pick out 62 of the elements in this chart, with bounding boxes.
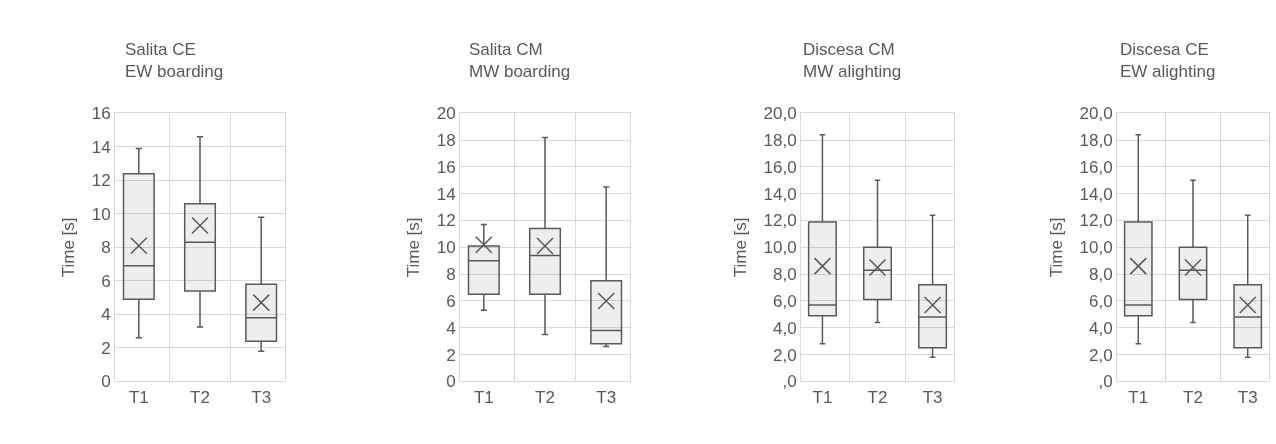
y-tick-label: 12 (91, 171, 111, 191)
chart-title: Discesa CE EW alighting (1120, 40, 1216, 82)
y-tick-label: 14 (91, 137, 111, 157)
y-tick-label: 10 (436, 238, 456, 258)
y-axis-title: Time [s] (59, 217, 79, 278)
y-tick-label: 4 (446, 318, 456, 338)
chart-title: Discesa CM MW alighting (803, 40, 902, 82)
y-tick-label: 16 (91, 104, 111, 124)
y-tick-label: ,0 (1098, 372, 1113, 392)
y-tick-label: 4 (101, 305, 111, 325)
x-tick-label: T3 (251, 387, 272, 407)
y-tick-label: 8 (101, 238, 111, 258)
y-tick-label: 10,0 (1079, 238, 1113, 258)
x-tick-label: T3 (596, 387, 617, 407)
y-tick-label: 2,0 (772, 345, 797, 365)
x-tick-label: T1 (473, 387, 494, 407)
x-tick-label: T3 (1237, 387, 1258, 407)
x-tick-label: T2 (535, 387, 555, 407)
y-tick-label: 14,0 (1079, 184, 1113, 204)
y-tick-label: 14 (436, 184, 456, 204)
y-tick-label: 2 (101, 338, 111, 358)
x-tick-label: T2 (1183, 387, 1203, 407)
y-tick-label: ,0 (782, 372, 797, 392)
y-axis-title: Time [s] (404, 217, 424, 278)
y-tick-label: 12,0 (763, 211, 797, 231)
x-tick-label: T2 (190, 387, 210, 407)
y-tick-label: 4,0 (772, 318, 797, 338)
chart-title: Salita CM MW boarding (469, 40, 571, 82)
y-tick-label: 14,0 (763, 184, 797, 204)
y-tick-label: 16,0 (1079, 157, 1113, 177)
y-tick-label: 12 (436, 211, 456, 231)
y-tick-label: 0 (446, 372, 456, 392)
y-tick-label: 18 (436, 131, 456, 151)
x-tick-label: T1 (128, 387, 149, 407)
y-tick-label: 6 (446, 291, 456, 311)
y-axis-title: Time [s] (731, 217, 751, 278)
y-tick-label: 8,0 (1088, 265, 1113, 285)
y-tick-label: 2 (446, 345, 456, 365)
y-tick-label: 20,0 (1079, 104, 1113, 124)
chart-title: Salita CE EW boarding (125, 40, 224, 82)
y-tick-label: 20,0 (763, 104, 797, 124)
y-tick-label: 16 (436, 157, 456, 177)
y-tick-label: 6 (101, 271, 111, 291)
y-tick-label: 2,0 (1088, 345, 1113, 365)
y-tick-label: 0 (101, 372, 111, 392)
x-tick-label: T3 (922, 387, 943, 407)
x-tick-label: T1 (1128, 387, 1149, 407)
y-tick-label: 12,0 (1079, 211, 1113, 231)
y-tick-label: 8,0 (772, 265, 797, 285)
y-tick-label: 16,0 (763, 157, 797, 177)
y-tick-label: 20 (436, 104, 456, 124)
y-tick-label: 4,0 (1088, 318, 1113, 338)
y-tick-label: 8 (446, 265, 456, 285)
y-tick-label: 10,0 (763, 238, 797, 258)
y-tick-label: 10 (91, 204, 111, 224)
x-tick-label: T1 (812, 387, 833, 407)
x-tick-label: T2 (867, 387, 888, 407)
y-tick-label: 18,0 (1079, 131, 1113, 151)
y-tick-label: 18,0 (763, 131, 797, 151)
y-tick-label: 6,0 (772, 291, 797, 311)
y-axis-title: Time [s] (1047, 217, 1067, 278)
y-tick-label: 6,0 (1088, 291, 1113, 311)
